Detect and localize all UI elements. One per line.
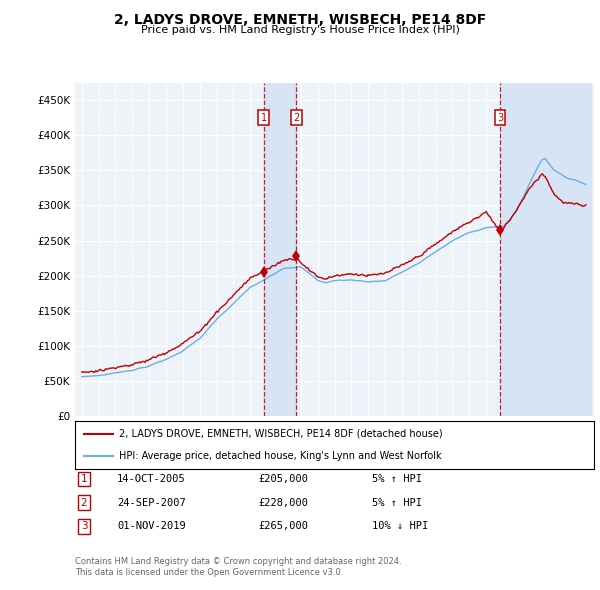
- Text: 1: 1: [80, 474, 88, 484]
- Text: 01-NOV-2019: 01-NOV-2019: [117, 522, 186, 531]
- Bar: [500, 83, 590, 416]
- Text: 2: 2: [80, 498, 88, 507]
- Text: HPI: Average price, detached house, King's Lynn and West Norfolk: HPI: Average price, detached house, King…: [119, 451, 442, 461]
- Text: 5% ↑ HPI: 5% ↑ HPI: [372, 498, 422, 507]
- Text: 10% ↓ HPI: 10% ↓ HPI: [372, 522, 428, 531]
- Text: 2, LADYS DROVE, EMNETH, WISBECH, PE14 8DF: 2, LADYS DROVE, EMNETH, WISBECH, PE14 8D…: [114, 13, 486, 27]
- Text: 1: 1: [260, 113, 266, 123]
- Text: Price paid vs. HM Land Registry's House Price Index (HPI): Price paid vs. HM Land Registry's House …: [140, 25, 460, 35]
- Text: This data is licensed under the Open Government Licence v3.0.: This data is licensed under the Open Gov…: [75, 568, 343, 577]
- Text: Contains HM Land Registry data © Crown copyright and database right 2024.: Contains HM Land Registry data © Crown c…: [75, 558, 401, 566]
- Bar: [263, 83, 296, 416]
- Text: £265,000: £265,000: [258, 522, 308, 531]
- Text: 2, LADYS DROVE, EMNETH, WISBECH, PE14 8DF (detached house): 2, LADYS DROVE, EMNETH, WISBECH, PE14 8D…: [119, 429, 443, 439]
- Text: 2: 2: [293, 113, 299, 123]
- Text: 3: 3: [497, 113, 503, 123]
- Text: 14-OCT-2005: 14-OCT-2005: [117, 474, 186, 484]
- Text: £228,000: £228,000: [258, 498, 308, 507]
- Text: £205,000: £205,000: [258, 474, 308, 484]
- Text: 5% ↑ HPI: 5% ↑ HPI: [372, 474, 422, 484]
- Text: 3: 3: [80, 522, 88, 531]
- Text: 24-SEP-2007: 24-SEP-2007: [117, 498, 186, 507]
